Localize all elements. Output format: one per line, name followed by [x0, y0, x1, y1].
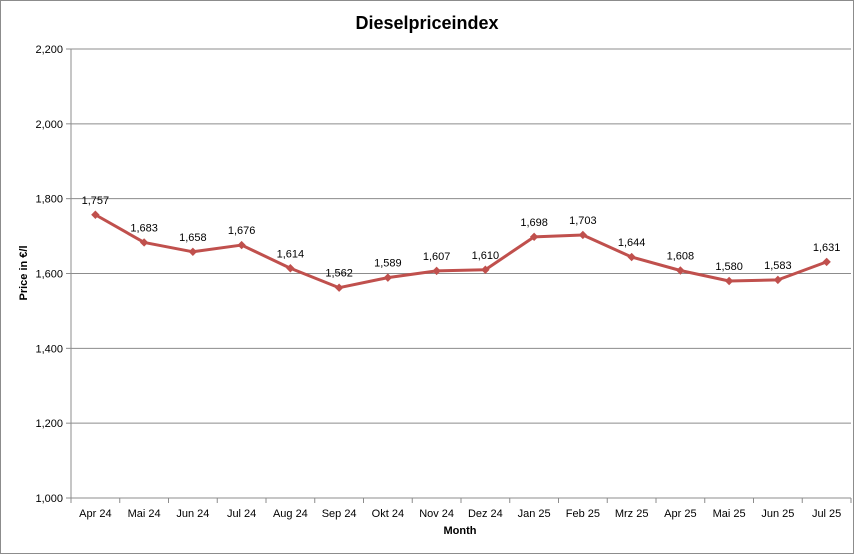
- data-point: [676, 266, 685, 275]
- x-tick-label: Jul 25: [812, 508, 841, 520]
- x-tick-label: Mai 24: [128, 508, 161, 520]
- y-tick-label: 1,200: [35, 418, 63, 430]
- data-label: 1,757: [82, 195, 110, 207]
- data-point: [237, 240, 246, 250]
- data-point: [91, 210, 100, 219]
- data-label: 1,580: [715, 261, 743, 273]
- series-line: [94, 213, 828, 290]
- data-label: 1,562: [325, 268, 353, 280]
- data-labels: 1,757 1,683 1,658 1,676 1,614 1,562 1,589 1,607…: [82, 195, 841, 280]
- data-point: [286, 264, 295, 273]
- data-point: [383, 273, 393, 282]
- x-tick-label: Okt 24: [372, 508, 404, 520]
- data-point: [724, 276, 734, 286]
- y-tick-label: 1,000: [35, 493, 63, 505]
- data-label: 1,683: [130, 222, 158, 234]
- data-label: 1,589: [374, 258, 402, 270]
- data-label: 1,608: [667, 251, 695, 263]
- y-tick-label: 1,400: [35, 343, 63, 355]
- y-tick-label: 2,200: [35, 44, 63, 56]
- x-tick-label: Apr 24: [79, 508, 111, 520]
- y-axis-ticks: 1,000 1,200 1,400 1,600 1,800 2,000 2,200: [35, 44, 71, 505]
- data-label: 1,631: [813, 242, 841, 254]
- x-tick-label: Dez 24: [468, 508, 503, 520]
- data-label: 1,614: [277, 248, 305, 260]
- data-point: [529, 232, 539, 242]
- data-point: [139, 238, 149, 247]
- x-tick-label: Mai 25: [713, 508, 746, 520]
- x-axis-title: Month: [444, 525, 477, 537]
- y-axis-title: Price in €/l: [18, 245, 30, 300]
- series-layer: [91, 210, 831, 292]
- data-point: [432, 266, 441, 276]
- x-tick-label: Feb 25: [566, 508, 600, 520]
- x-tick-label: Jun 24: [176, 508, 209, 520]
- x-tick-label: Apr 25: [664, 508, 696, 520]
- gridlines: [70, 48, 851, 499]
- y-tick-label: 1,800: [35, 194, 63, 206]
- data-point: [334, 283, 344, 292]
- data-label: 1,698: [520, 217, 548, 229]
- x-tick-label: Nov 24: [419, 508, 454, 520]
- data-label: 1,703: [569, 215, 597, 227]
- data-point: [627, 252, 636, 262]
- x-tick-label: Aug 24: [273, 508, 308, 520]
- x-tick-label: Jun 25: [761, 508, 794, 520]
- x-tick-label: Sep 24: [322, 508, 357, 520]
- x-axis-ticks: Apr 24 Mai 24 Jun 24 Jul 24 Aug 24 Sep 24 Okt …: [70, 498, 852, 520]
- data-label: 1,607: [423, 251, 451, 263]
- data-point: [578, 230, 588, 240]
- data-label: 1,644: [618, 237, 646, 249]
- chart-title: Dieselpriceindex: [355, 13, 498, 33]
- y-tick-label: 1,600: [35, 269, 63, 281]
- x-tick-label: Jul 24: [227, 508, 256, 520]
- data-label: 1,583: [764, 260, 792, 272]
- x-tick-label: Jan 25: [518, 508, 551, 520]
- data-point: [188, 247, 198, 257]
- data-point: [822, 257, 831, 267]
- data-label: 1,676: [228, 225, 256, 237]
- data-point: [481, 265, 490, 274]
- data-point: [773, 275, 783, 285]
- data-label: 1,610: [472, 250, 500, 262]
- y-tick-label: 2,000: [35, 119, 63, 131]
- x-tick-label: Mrz 25: [615, 508, 649, 520]
- data-label: 1,658: [179, 232, 207, 244]
